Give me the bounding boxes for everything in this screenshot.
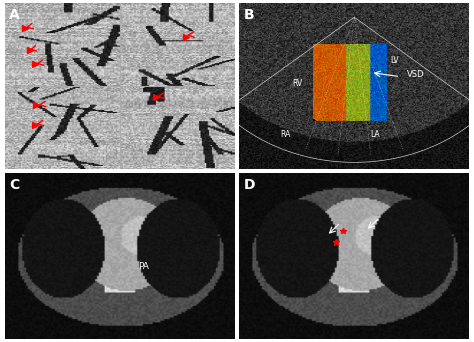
Text: A: A <box>9 9 20 22</box>
Text: PA: PA <box>138 262 149 271</box>
Text: D: D <box>244 178 255 192</box>
Text: LA: LA <box>371 131 380 140</box>
Text: RV: RV <box>292 79 302 88</box>
Text: B: B <box>244 9 255 22</box>
Polygon shape <box>223 17 474 162</box>
Text: LV: LV <box>391 56 399 65</box>
Text: VSD: VSD <box>407 70 424 79</box>
Text: C: C <box>9 178 19 192</box>
Text: RA: RA <box>281 131 291 140</box>
